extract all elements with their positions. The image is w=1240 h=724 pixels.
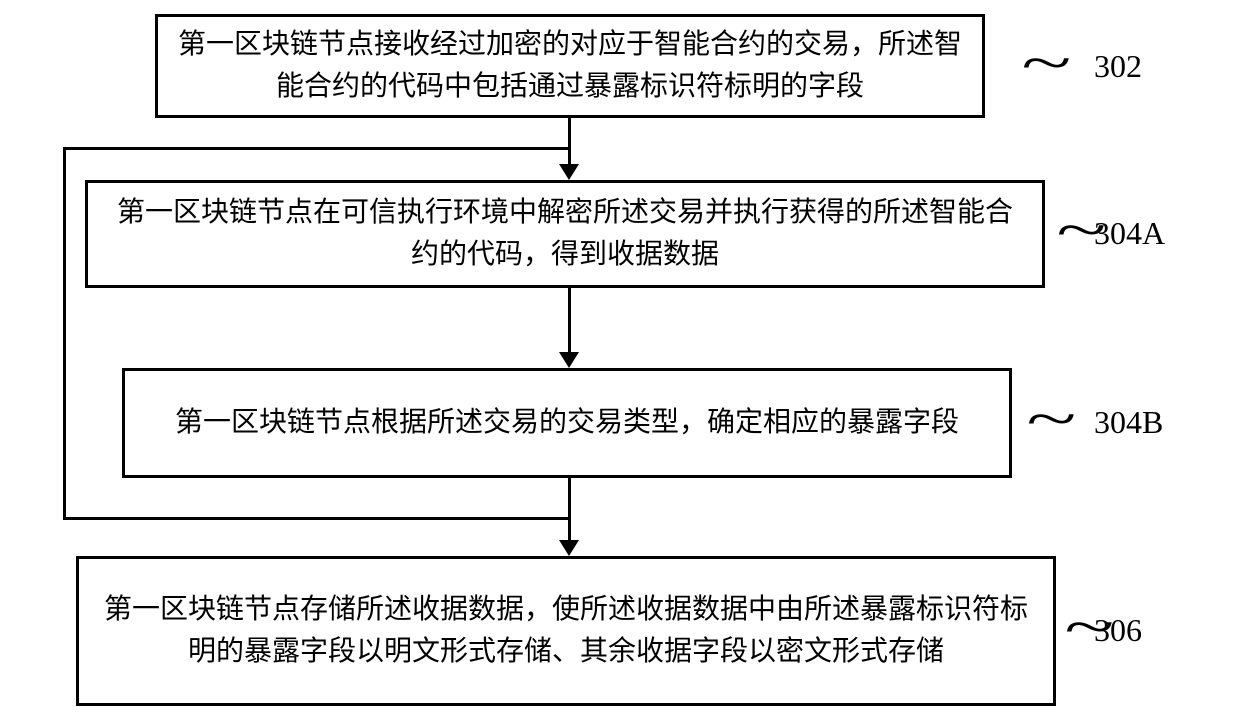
- arrow-to-306: [559, 540, 579, 556]
- arrow-to-304a: [559, 164, 579, 180]
- flowchart-box-304b: 第一区块链节点根据所述交易的交易类型，确定相应的暴露字段: [122, 368, 1012, 478]
- connector-h-top: [63, 147, 571, 150]
- tilde-304b: ~: [1026, 389, 1076, 451]
- label-306: 306: [1094, 612, 1142, 649]
- label-304a: 304A: [1094, 215, 1165, 252]
- box-302-text: 第一区块链节点接收经过加密的对应于智能合约的交易，所述智能合约的代码中包括通过暴…: [178, 24, 962, 108]
- flowchart-container: 第一区块链节点接收经过加密的对应于智能合约的交易，所述智能合约的代码中包括通过暴…: [0, 0, 1240, 724]
- connector-v1: [568, 118, 571, 148]
- arrow-to-304b: [559, 352, 579, 368]
- box-306-text: 第一区块链节点存储所述收据数据，使所述收据数据中由所述暴露标识符标明的暴露字段以…: [99, 589, 1033, 673]
- label-302: 302: [1094, 48, 1142, 85]
- tilde-302: ~: [1021, 33, 1071, 95]
- box-304a-text: 第一区块链节点在可信执行环境中解密所述交易并执行获得的所述智能合约的代码，得到收…: [108, 192, 1022, 276]
- box-304b-text: 第一区块链节点根据所述交易的交易类型，确定相应的暴露字段: [175, 402, 959, 444]
- label-304b: 304B: [1094, 404, 1163, 441]
- flowchart-box-302: 第一区块链节点接收经过加密的对应于智能合约的交易，所述智能合约的代码中包括通过暴…: [155, 14, 985, 118]
- connector-v2: [568, 288, 571, 354]
- connector-v3: [568, 478, 571, 520]
- connector-v-left: [63, 147, 66, 520]
- flowchart-box-306: 第一区块链节点存储所述收据数据，使所述收据数据中由所述暴露标识符标明的暴露字段以…: [76, 556, 1056, 706]
- connector-v3b: [568, 517, 571, 542]
- flowchart-box-304a: 第一区块链节点在可信执行环境中解密所述交易并执行获得的所述智能合约的代码，得到收…: [85, 180, 1045, 288]
- connector-h-bottom: [63, 517, 571, 520]
